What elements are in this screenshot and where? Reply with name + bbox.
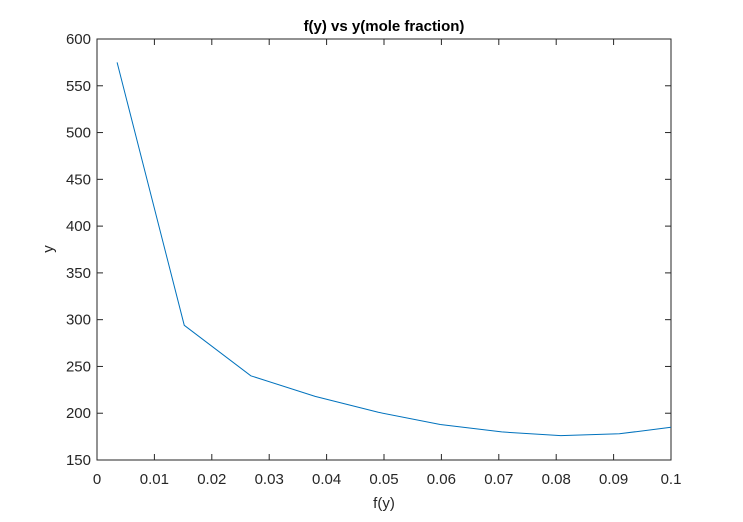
y-tick-label: 150 bbox=[66, 452, 91, 469]
y-tick-label: 250 bbox=[66, 358, 91, 375]
plot-area bbox=[97, 39, 671, 460]
y-tick-label: 300 bbox=[66, 312, 91, 329]
x-axis-label: f(y) bbox=[373, 495, 395, 512]
x-tick-label: 0.05 bbox=[369, 471, 398, 488]
y-tick-label: 400 bbox=[66, 218, 91, 235]
chart-title: f(y) vs y(mole fraction) bbox=[304, 18, 465, 35]
x-tick-label: 0.04 bbox=[312, 471, 341, 488]
x-tick-label: 0.09 bbox=[599, 471, 628, 488]
x-tick-label: 0.02 bbox=[197, 471, 226, 488]
x-tick-label: 0.07 bbox=[484, 471, 513, 488]
y-axis-label: y bbox=[40, 245, 57, 253]
x-tick-label: 0.03 bbox=[255, 471, 284, 488]
x-tick-label: 0.01 bbox=[140, 471, 169, 488]
x-tick-label: 0.1 bbox=[661, 471, 682, 488]
y-tick-label: 550 bbox=[66, 78, 91, 95]
y-tick-label: 200 bbox=[66, 405, 91, 422]
y-tick-label: 450 bbox=[66, 171, 91, 188]
x-tick-label: 0.08 bbox=[542, 471, 571, 488]
x-tick-label: 0 bbox=[93, 471, 101, 488]
y-tick-label: 350 bbox=[66, 265, 91, 282]
x-tick-label: 0.06 bbox=[427, 471, 456, 488]
y-tick-label: 600 bbox=[66, 31, 91, 48]
y-tick-label: 500 bbox=[66, 125, 91, 142]
